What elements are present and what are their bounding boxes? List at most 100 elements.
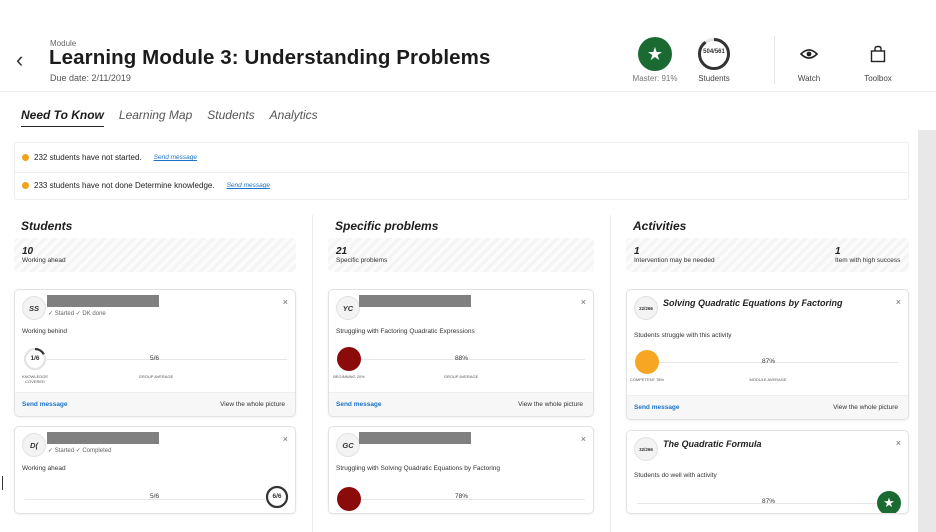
summary-label: Intervention may be needed xyxy=(634,257,715,264)
summary-count: 21 xyxy=(336,246,348,257)
activity-title: The Quadratic Formula xyxy=(663,439,762,449)
problem-description: Struggling with Factoring Quadratic Expr… xyxy=(336,328,475,335)
student-card[interactable]: D( ✓ Started ✓ Completed × Working ahead… xyxy=(14,426,296,514)
activity-count-ring: 22/266 xyxy=(634,296,658,320)
group-average-caption: GROUP AVERAGE xyxy=(443,374,479,379)
progress-track xyxy=(659,362,899,363)
activities-column-title: Activities xyxy=(633,219,687,233)
alerts-panel: 232 students have not started. Send mess… xyxy=(14,142,910,200)
student-status: Working behind xyxy=(22,328,68,335)
scrollbar[interactable] xyxy=(918,130,936,532)
close-icon[interactable]: × xyxy=(282,297,288,307)
progress-track xyxy=(361,359,585,360)
alert-divider xyxy=(15,172,910,173)
send-message-link[interactable]: Send message xyxy=(22,401,68,408)
watch-button[interactable]: Watch xyxy=(779,44,839,83)
redacted-name xyxy=(47,295,159,307)
level-caption: BEGINNING 20% xyxy=(333,374,365,379)
star-icon: ★ xyxy=(877,491,901,513)
summary-count: 10 xyxy=(22,246,34,257)
activity-description: Students struggle with this activity xyxy=(634,332,732,339)
summary-label: Item with high success xyxy=(835,257,901,264)
toolbox-button[interactable]: Toolbox xyxy=(848,44,908,83)
card-footer: Send message View the whole picture xyxy=(329,392,593,416)
avatar: YC xyxy=(336,296,360,320)
send-message-link[interactable]: Send message xyxy=(336,401,382,408)
master-label: Master: 91% xyxy=(632,74,678,83)
tab-need-to-know[interactable]: Need To Know xyxy=(21,108,104,127)
problems-summary[interactable]: 21 Specific problems xyxy=(328,238,594,272)
knowledge-caption: KNOWLEDGE COVERED xyxy=(21,374,48,384)
summary-label: Specific problems xyxy=(336,257,388,264)
problem-card[interactable]: YC × Struggling with Factoring Quadratic… xyxy=(328,289,594,417)
close-icon[interactable]: × xyxy=(895,438,901,448)
page-title: Learning Module 3: Understanding Problem… xyxy=(49,46,491,69)
card-footer: Send message View the whole picture xyxy=(15,392,295,416)
view-whole-picture-link[interactable]: View the whole picture xyxy=(833,404,898,411)
text-cursor xyxy=(2,476,3,490)
master-stat[interactable]: ★ Master: 91% xyxy=(620,37,690,83)
knowledge-ring: 6/6 xyxy=(265,485,289,509)
breadcrumb: Module xyxy=(50,39,77,48)
tab-students[interactable]: Students xyxy=(207,108,255,122)
alert-text: 233 students have not done Determine kno… xyxy=(34,181,215,190)
problems-column-title: Specific problems xyxy=(335,219,439,233)
column-divider xyxy=(610,215,611,532)
redacted-name xyxy=(359,295,471,307)
star-icon: ★ xyxy=(638,37,672,71)
close-icon[interactable]: × xyxy=(282,434,288,444)
students-summary[interactable]: 10 Working ahead xyxy=(14,238,296,272)
knowledge-ring-value: 6/6 xyxy=(272,493,282,500)
summary-count: 1 xyxy=(634,246,640,257)
card-footer: Send message View the whole picture xyxy=(627,395,908,419)
progress-track xyxy=(25,499,265,500)
back-chevron-icon[interactable]: ‹ xyxy=(16,47,24,72)
progress-track xyxy=(637,503,877,504)
module-header: ‹ Module Learning Module 3: Understandin… xyxy=(0,0,936,92)
send-message-link[interactable]: Send message xyxy=(226,182,270,189)
tab-learning-map[interactable]: Learning Map xyxy=(118,108,193,122)
redacted-name xyxy=(359,432,471,444)
module-average-value: 87% xyxy=(762,498,776,505)
activity-description: Students do well with activity xyxy=(634,472,717,479)
watch-label: Watch xyxy=(797,74,821,83)
toolbox-label: Toolbox xyxy=(864,74,892,83)
view-whole-picture-link[interactable]: View the whole picture xyxy=(220,401,285,408)
students-column-title: Students xyxy=(21,219,73,233)
students-stat[interactable]: 504/561 Students xyxy=(679,37,749,83)
problem-description: Struggling with Solving Quadratic Equati… xyxy=(336,465,501,472)
level-indicator xyxy=(337,487,361,511)
level-indicator xyxy=(337,347,361,371)
view-whole-picture-link[interactable]: View the whole picture xyxy=(518,401,583,408)
activity-card[interactable]: 22/266 Solving Quadratic Equations by Fa… xyxy=(626,289,909,420)
students-ring-value: 504/561 xyxy=(703,49,725,55)
summary-count: 1 xyxy=(835,246,841,257)
student-status: Working ahead xyxy=(22,465,66,472)
alert-row: 233 students have not done Determine kno… xyxy=(22,181,270,190)
send-message-link[interactable]: Send message xyxy=(634,404,680,411)
students-progress-ring: 504/561 xyxy=(697,37,731,71)
module-average-caption: MODULE AVERAGE xyxy=(749,377,787,382)
group-average-value: 88% xyxy=(455,355,469,362)
close-icon[interactable]: × xyxy=(895,297,901,307)
close-icon[interactable]: × xyxy=(580,297,586,307)
group-average-caption: GROUP AVERAGE xyxy=(138,374,174,379)
send-message-link[interactable]: Send message xyxy=(153,154,198,161)
tab-analytics[interactable]: Analytics xyxy=(269,108,318,122)
avatar: GC xyxy=(336,433,360,457)
due-date: Due date: 2/11/2019 xyxy=(50,73,131,83)
problem-card[interactable]: GC × Struggling with Solving Quadratic E… xyxy=(328,426,594,514)
student-card[interactable]: SS ✓ Started ✓ DK done × Working behind … xyxy=(14,289,296,417)
group-average-value: 5/6 xyxy=(150,355,160,362)
alert-row: 232 students have not started. Send mess… xyxy=(22,153,197,162)
module-average-value: 87% xyxy=(762,358,776,365)
activities-summary[interactable]: 1 Intervention may be needed 1 Item with… xyxy=(626,238,909,272)
group-average-value: 78% xyxy=(455,493,469,500)
activity-card[interactable]: 32/266 The Quadratic Formula × Students … xyxy=(626,430,909,514)
alert-text: 232 students have not started. xyxy=(34,153,142,162)
header-divider xyxy=(774,36,775,84)
knowledge-ring: 1/6 xyxy=(23,347,47,371)
progress-track xyxy=(361,499,585,500)
close-icon[interactable]: × xyxy=(580,434,586,444)
knowledge-ring-value: 1/6 xyxy=(30,355,40,362)
